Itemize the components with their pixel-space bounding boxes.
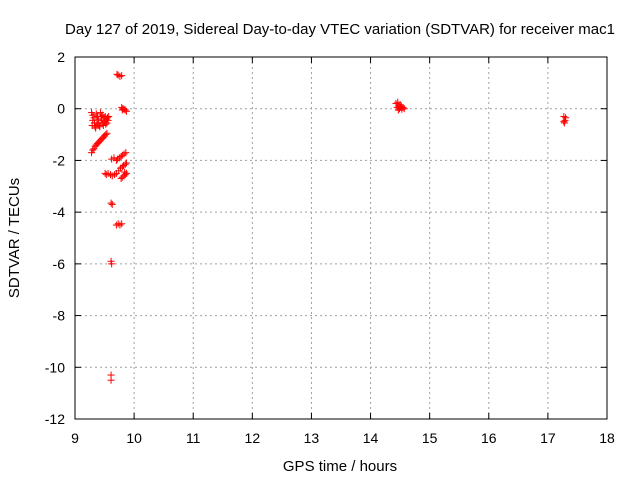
- data-point: [122, 107, 130, 115]
- data-points: [88, 70, 570, 384]
- data-point: [105, 112, 113, 120]
- y-tick-label: -10: [45, 359, 65, 375]
- data-point: [122, 169, 130, 177]
- data-point: [122, 159, 130, 167]
- data-point: [88, 122, 96, 130]
- data-point: [121, 160, 129, 168]
- x-tick-label: 18: [599, 430, 615, 446]
- data-point: [116, 72, 124, 80]
- data-point: [399, 103, 407, 111]
- y-axis-label: SDTVAR / TECUs: [6, 178, 23, 298]
- data-point: [114, 155, 122, 163]
- data-point: [107, 376, 115, 384]
- y-tick-label: -2: [53, 152, 66, 168]
- y-tick-label: -12: [45, 411, 65, 427]
- y-tick-label: -8: [53, 308, 66, 324]
- x-tick-label: 13: [304, 430, 320, 446]
- data-point: [108, 200, 116, 208]
- data-point: [118, 106, 126, 114]
- chart-title: Day 127 of 2019, Sidereal Day-to-day VTE…: [65, 21, 615, 38]
- data-point: [118, 220, 126, 228]
- data-point: [92, 124, 100, 132]
- x-tick-label: 17: [540, 430, 556, 446]
- data-point: [104, 116, 112, 124]
- data-point: [108, 260, 116, 268]
- data-point: [96, 123, 104, 131]
- x-tick-label: 12: [245, 430, 261, 446]
- data-point: [560, 119, 568, 127]
- data-point: [103, 129, 111, 137]
- x-axis-label: GPS time / hours: [283, 458, 397, 475]
- y-tick-label: -6: [53, 256, 66, 272]
- data-point: [99, 122, 107, 130]
- data-point: [89, 146, 97, 154]
- data-point: [102, 131, 110, 139]
- x-tick-label: 14: [363, 430, 379, 446]
- grid: [75, 57, 607, 419]
- data-point: [122, 149, 130, 157]
- data-point: [121, 168, 129, 176]
- ticks: [74, 56, 608, 420]
- x-tick-label: 9: [71, 430, 79, 446]
- y-tick-label: 2: [57, 49, 65, 65]
- data-point: [400, 105, 408, 113]
- data-point: [560, 118, 568, 126]
- x-tick-label: 10: [126, 430, 142, 446]
- y-tick-label: -4: [53, 204, 66, 220]
- x-tick-label: 16: [481, 430, 497, 446]
- data-point: [116, 221, 124, 229]
- x-tick-label: 15: [422, 430, 438, 446]
- data-point: [118, 151, 126, 159]
- plot-frame: [74, 56, 608, 420]
- data-point: [562, 114, 570, 122]
- data-point: [120, 150, 128, 158]
- x-tick-label: 11: [186, 430, 201, 446]
- y-tick-labels: 2 0 -2 -4 -6 -8 -10 -12: [45, 49, 65, 427]
- data-point: [114, 71, 122, 79]
- data-point: [107, 199, 115, 207]
- x-tick-labels: 9 10 11 12 13 14 15 16 17 18: [71, 430, 615, 446]
- data-point: [118, 72, 126, 80]
- data-point: [111, 171, 119, 179]
- y-tick-label: 0: [57, 101, 65, 117]
